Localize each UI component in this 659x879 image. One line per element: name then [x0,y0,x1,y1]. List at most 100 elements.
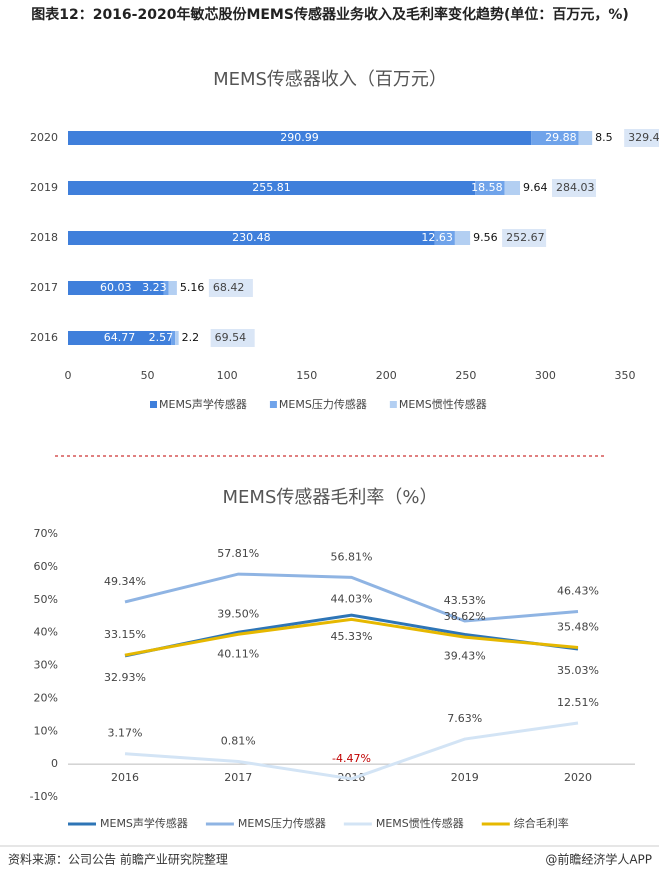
y-tick-label: -10% [30,790,58,803]
data-label: 38.62% [444,610,486,623]
x-tick-label: 2020 [564,771,592,784]
y-tick-label: 2016 [30,331,58,344]
data-label: 12.63 [421,231,453,244]
legend-label: MEMS惯性传感器 [376,816,464,830]
data-label: 3.23 [142,281,167,294]
data-label: 43.53% [444,594,486,607]
y-tick-label: 2020 [30,131,58,144]
legend-label: MEMS声学传感器 [100,816,188,830]
bar-segment [163,281,169,295]
x-tick-label: 350 [615,369,636,382]
line [124,572,579,623]
data-label: 32.93% [104,671,146,684]
legend-swatch [150,401,157,408]
data-label: 29.88 [545,131,577,144]
total-label: 68.42 [213,281,245,294]
data-label: 44.03% [331,592,373,605]
bar-segment [168,281,177,295]
data-label: 46.43% [557,584,599,597]
y-tick-label: 30% [34,659,58,672]
x-tick-label: 250 [455,369,476,382]
data-label: 0.81% [221,734,256,747]
total-label: 69.54 [215,331,247,344]
y-tick-label: 60% [34,560,58,573]
bar-segment [175,331,179,345]
page-title: 图表12：2016-2020年敏芯股份MEMS传感器业务收入及毛利率变化趋势(单… [31,7,629,23]
bar-segment [68,181,476,195]
legend-swatch [389,401,397,408]
total-box [208,279,253,297]
data-label: 35.03% [557,664,599,677]
data-label: 2.57 [149,331,174,344]
chart-title: MEMS传感器收入（百万元） [213,69,447,90]
data-label: 64.77 [104,331,136,344]
bar-segment [68,331,172,345]
total-label: 329.44 [628,131,659,144]
bar-segment [68,131,532,145]
data-label: 230.48 [232,231,271,244]
y-tick-label: 2019 [30,181,58,194]
bar-segment [434,231,455,245]
data-label: 39.43% [444,649,486,662]
data-label: 7.63% [447,712,482,725]
bar-segment [68,281,164,295]
data-label: 60.03 [100,281,132,294]
bar-segment [68,231,435,245]
data-label: 45.33% [331,630,373,643]
x-tick-label: 50 [141,369,155,382]
y-tick-label: 70% [34,527,58,540]
legend-label: MEMS声学传感器 [159,397,247,411]
data-label: 8.5 [595,131,613,144]
data-label: 290.99 [280,131,319,144]
total-box [210,329,255,347]
y-tick-label: 20% [34,691,58,704]
bar-segment [504,181,521,195]
legend-label: MEMS压力传感器 [238,817,326,830]
data-label: 5.16 [180,281,205,294]
credit: @前瞻经济学人APP [545,852,652,867]
x-tick-label: 200 [376,369,397,382]
x-tick-label: 0 [65,369,72,382]
data-label: 33.15% [104,628,146,641]
y-tick-label: 40% [34,626,58,639]
line [124,721,579,781]
data-label: 255.81 [252,181,291,194]
data-label: 3.17% [108,727,143,740]
bar-segment [475,181,505,195]
x-tick-label: 2019 [451,771,479,784]
total-box [552,179,597,197]
y-tick-label: 2017 [30,281,58,294]
data-label: 18.58 [471,181,503,194]
data-label: 35.48% [557,620,599,633]
legend-label: MEMS压力传感器 [279,398,367,411]
x-tick-label: 300 [535,369,556,382]
x-tick-label: 150 [296,369,317,382]
source: 资料来源：公司公告 前瞻产业研究院整理 [8,852,228,867]
bar-segment [578,131,593,145]
data-label: 2.2 [182,331,200,344]
y-tick-label: 50% [34,593,58,606]
x-tick-label: 2016 [111,771,139,784]
data-label: -4.47% [332,752,371,765]
data-label: 12.51% [557,696,599,709]
legend-label: 综合毛利率 [514,816,569,830]
data-label: 39.50% [217,607,259,620]
data-label: 9.56 [473,231,498,244]
x-tick-label: 100 [217,369,238,382]
total-box [624,129,659,147]
total-box [502,229,547,247]
bar-segment [531,131,579,145]
data-label: 9.64 [523,181,548,194]
y-tick-label: 2018 [30,231,58,244]
line [124,617,579,657]
data-label: 40.11% [217,647,259,660]
legend-swatch [269,401,277,408]
chart-title: MEMS传感器毛利率（%） [223,487,438,508]
y-tick-label: 0 [51,757,58,770]
x-tick-label: 2017 [224,771,252,784]
data-label: 56.81% [331,550,373,563]
data-label: 49.34% [104,575,146,588]
total-label: 252.67 [506,231,545,244]
